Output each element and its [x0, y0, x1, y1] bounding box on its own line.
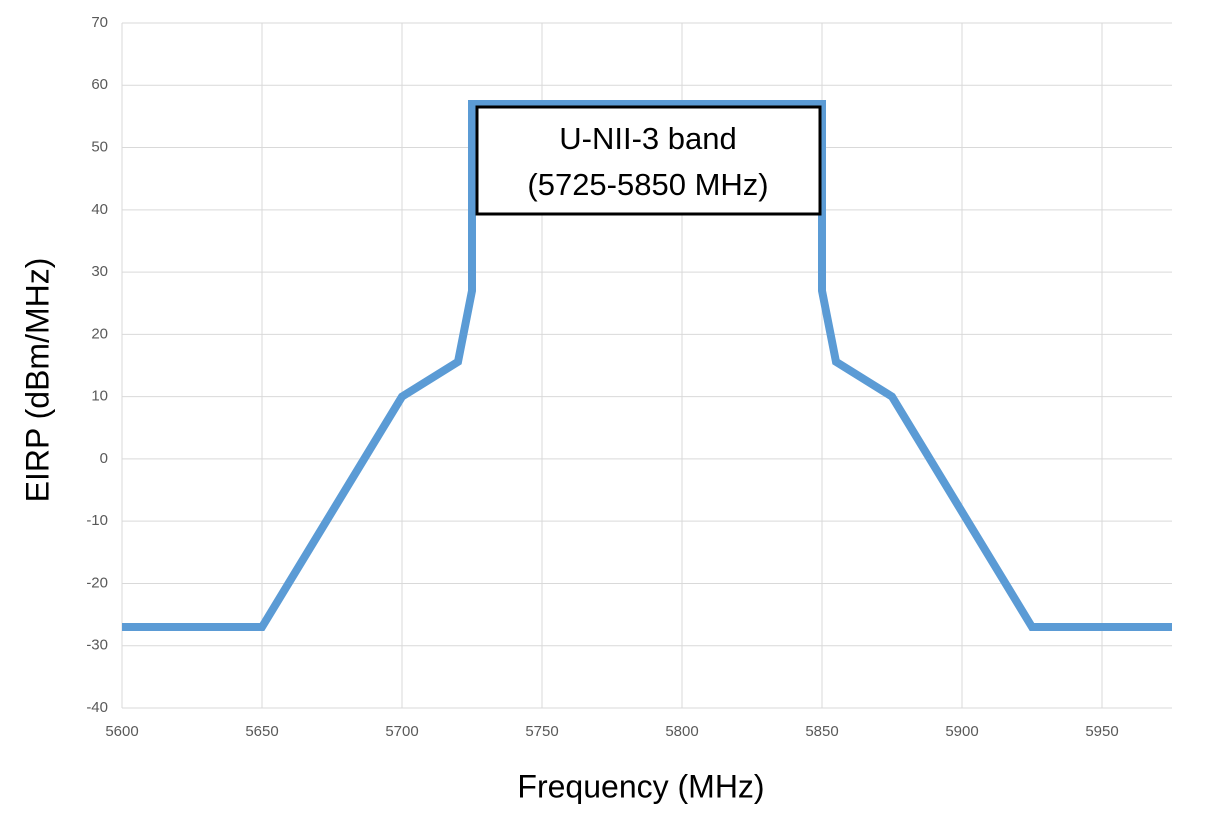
y-tick-label: -20 — [86, 574, 108, 591]
y-tick-label: -30 — [86, 637, 108, 654]
y-tick-label: 0 — [100, 450, 108, 467]
annotation-box — [475, 105, 822, 216]
x-tick-label: 5850 — [805, 723, 838, 740]
data-line — [122, 99, 1172, 632]
y-axis-title: EIRP (dBm/MHz) — [19, 258, 55, 503]
x-tick-label: 5900 — [945, 723, 978, 740]
x-tick-label: 5700 — [385, 723, 418, 740]
x-axis-title: Frequency (MHz) — [517, 768, 764, 804]
x-tick-label: 5750 — [525, 723, 558, 740]
annotation-line: U-NII-3 band — [559, 121, 736, 156]
x-tick-label: 5800 — [665, 723, 698, 740]
y-tick-label: 40 — [91, 201, 108, 218]
x-tick-label: 5950 — [1085, 723, 1118, 740]
y-tick-label: 70 — [91, 14, 108, 31]
y-tick-label: 60 — [91, 76, 108, 93]
annotation-line: (5725-5850 MHz) — [527, 167, 768, 202]
y-tick-label: 30 — [91, 263, 108, 280]
y-tick-label: -40 — [86, 699, 108, 716]
y-tick-label: 20 — [91, 325, 108, 342]
y-tick-label: 50 — [91, 139, 108, 156]
marks — [122, 99, 1172, 632]
y-tick-label: 10 — [91, 388, 108, 405]
grid: -40 -30 -20 -10 0 10 20 30 40 50 60 70 5600 5650 5700 5… — [86, 14, 1172, 740]
y-tick-label: -10 — [86, 512, 108, 529]
x-tick-label: 5650 — [245, 723, 278, 740]
x-tick-label: 5600 — [105, 723, 138, 740]
